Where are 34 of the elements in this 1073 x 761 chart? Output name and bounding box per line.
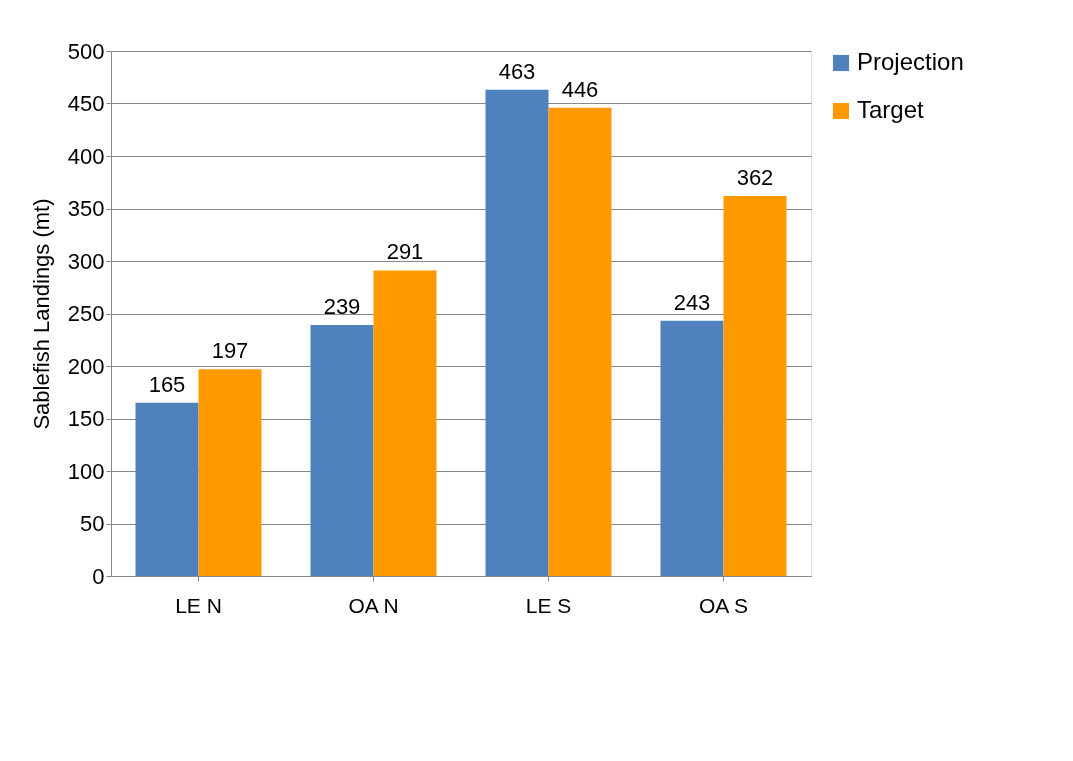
data-label: 291 — [386, 239, 424, 265]
data-label: 463 — [498, 58, 536, 84]
y-tick-label: 450 — [67, 91, 105, 116]
legend-label: Projection — [857, 48, 964, 75]
bar — [198, 369, 262, 576]
bar — [485, 89, 549, 576]
x-tick-label: LE S — [525, 593, 572, 617]
bar — [660, 320, 724, 576]
y-tick-label: 0 — [92, 563, 105, 589]
data-label: 239 — [323, 294, 361, 320]
data-label: 197 — [211, 338, 249, 364]
bar — [548, 107, 612, 576]
y-tick-label: 200 — [67, 353, 105, 379]
data-label: 446 — [561, 76, 599, 102]
y-tick-label: 500 — [67, 38, 105, 64]
y-tick-label: 150 — [67, 406, 105, 431]
y-tick-label: 50 — [80, 511, 105, 536]
data-label: 243 — [673, 289, 711, 315]
data-label: 165 — [148, 371, 186, 397]
bar — [373, 270, 437, 576]
x-tick-label: OA N — [348, 593, 399, 617]
y-tick-label: 100 — [67, 458, 105, 484]
bar — [310, 325, 374, 576]
y-tick-label: 250 — [67, 301, 105, 326]
y-tick-label: 400 — [67, 143, 105, 169]
bar — [723, 195, 787, 576]
y-tick-label: 300 — [67, 248, 105, 274]
legend-label: Target — [857, 96, 925, 123]
y-tick-label: 350 — [67, 196, 105, 221]
bar — [135, 402, 199, 576]
y-axis-title: Sablefish Landings (mt) — [28, 198, 54, 430]
data-label: 362 — [736, 164, 774, 190]
x-tick-label: LE N — [175, 593, 222, 617]
x-tick-label: OA S — [698, 593, 749, 617]
